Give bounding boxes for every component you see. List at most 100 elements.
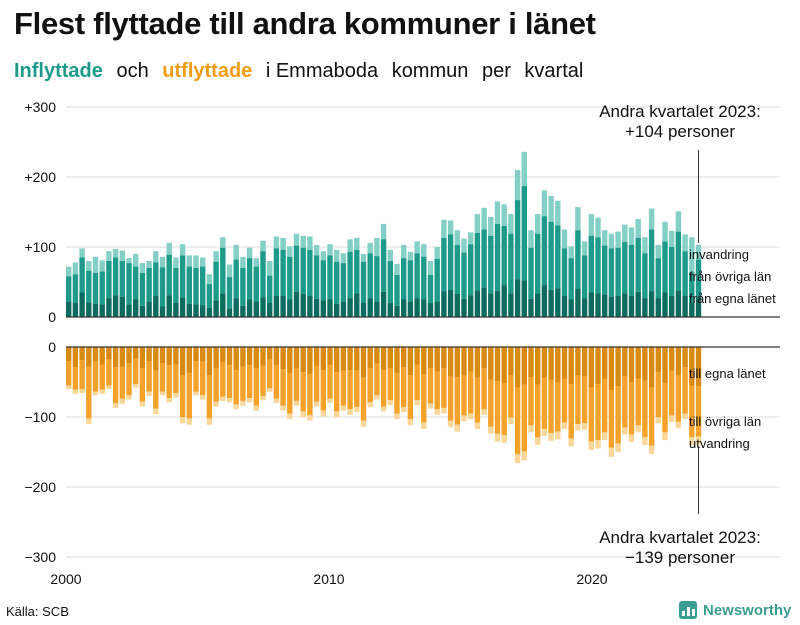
bar-inflow-invandring: [548, 195, 554, 222]
bar-inflow-ovriga: [575, 230, 581, 289]
newsworthy-logo-icon: [679, 601, 697, 619]
bar-outflow-ovriga: [427, 368, 434, 404]
bar-outflow-utvandring: [66, 385, 72, 389]
bar-outflow-utvandring: [193, 391, 199, 396]
bar-inflow-invandring: [273, 236, 280, 249]
series-label-ovriga-in: från övriga län: [689, 269, 771, 284]
bar-inflow-invandring: [287, 246, 293, 257]
bar-inflow-invandring: [588, 214, 594, 236]
bar-inflow-ovriga: [695, 259, 702, 298]
bar-inflow-egna: [514, 279, 521, 317]
bar-inflow-invandring: [380, 223, 387, 240]
bar-outflow-egna: [193, 347, 199, 361]
bar-inflow-egna: [535, 293, 541, 317]
bar-inflow-invandring: [106, 251, 112, 261]
bar-outflow-egna: [92, 347, 99, 362]
bar-inflow-invandring: [267, 261, 273, 276]
bar-outflow-egna: [267, 347, 273, 360]
bar-outflow-egna: [320, 347, 326, 371]
bar-inflow-egna: [360, 303, 367, 317]
bar-outflow-ovriga: [273, 365, 280, 399]
bar-outflow-egna: [253, 347, 259, 369]
bar-inflow-ovriga: [508, 233, 514, 294]
series-label-invandring: invandring: [689, 247, 749, 262]
bar-inflow-egna: [387, 303, 393, 317]
bar-outflow-ovriga: [112, 367, 119, 403]
annotation-bottom-line2: −139 personer: [625, 548, 735, 567]
newsworthy-logo-text: Newsworthy: [703, 601, 792, 619]
bar-outflow-utvandring: [133, 384, 139, 388]
bar-inflow-invandring: [126, 258, 132, 264]
bar-outflow-egna: [72, 347, 79, 368]
bar-outflow-ovriga: [669, 370, 675, 416]
bar-outflow-ovriga: [240, 366, 246, 401]
bar-outflow-ovriga: [307, 374, 313, 415]
bar-inflow-invandring: [514, 170, 521, 201]
bar-inflow-ovriga: [267, 275, 273, 303]
bar-outflow-utvandring: [675, 421, 682, 429]
bar-outflow-utvandring: [119, 398, 125, 404]
bar-outflow-ovriga: [474, 377, 481, 423]
bar-inflow-ovriga: [394, 275, 400, 306]
bar-outflow-egna: [79, 347, 85, 361]
bar-outflow-ovriga: [508, 375, 514, 418]
bar-outflow-utvandring: [106, 385, 112, 389]
bar-outflow-utvandring: [99, 389, 105, 394]
bar-inflow-invandring: [628, 227, 635, 245]
bar-outflow-utvandring: [595, 440, 601, 449]
bar-inflow-ovriga: [615, 247, 621, 296]
bar-inflow-ovriga: [327, 255, 333, 300]
bar-outflow-egna: [575, 347, 581, 376]
bar-outflow-ovriga: [608, 390, 615, 448]
bar-inflow-egna: [293, 291, 300, 317]
bar-outflow-utvandring: [79, 389, 85, 394]
bar-inflow-invandring: [427, 261, 434, 275]
bar-outflow-utvandring: [548, 433, 554, 441]
bar-inflow-invandring: [260, 240, 266, 252]
bar-outflow-utvandring: [220, 396, 226, 401]
bar-inflow-egna: [474, 290, 481, 317]
bar-outflow-ovriga: [327, 364, 333, 399]
bar-outflow-ovriga: [602, 378, 608, 433]
bar-outflow-egna: [334, 347, 340, 373]
bar-inflow-invandring: [220, 237, 226, 248]
annotation-top-line1: Andra kvartalet 2023:: [599, 102, 761, 121]
bar-inflow-ovriga: [354, 249, 360, 294]
bar-inflow-egna: [434, 301, 440, 317]
source-note: Källa: SCB: [6, 604, 69, 619]
bar-outflow-egna: [648, 347, 655, 388]
y-tick-label: +200: [24, 169, 56, 185]
bar-outflow-ovriga: [642, 380, 648, 438]
bar-inflow-egna: [92, 303, 99, 317]
bar-inflow-egna: [220, 293, 226, 317]
bar-inflow-egna: [581, 298, 588, 317]
bar-inflow-egna: [441, 291, 447, 317]
bar-inflow-egna: [119, 296, 125, 317]
bar-inflow-invandring: [173, 257, 179, 268]
bar-outflow-utvandring: [474, 422, 481, 429]
bar-inflow-ovriga: [602, 245, 608, 295]
bar-outflow-egna: [287, 347, 293, 374]
bar-inflow-invandring: [280, 237, 286, 250]
bar-inflow-invandring: [414, 241, 420, 254]
bar-outflow-ovriga: [401, 367, 407, 408]
bar-outflow-utvandring: [179, 417, 186, 424]
bar-outflow-egna: [133, 347, 139, 359]
bar-outflow-ovriga: [514, 387, 521, 455]
bar-outflow-ovriga: [528, 377, 534, 426]
bar-outflow-ovriga: [300, 372, 306, 412]
bar-inflow-invandring: [186, 255, 192, 267]
newsworthy-logo[interactable]: Newsworthy: [679, 601, 791, 619]
bar-outflow-egna: [622, 347, 628, 377]
bar-outflow-utvandring: [233, 404, 239, 410]
bar-outflow-ovriga: [541, 377, 548, 429]
bar-outflow-utvandring: [494, 433, 501, 442]
bar-outflow-egna: [112, 347, 119, 368]
bar-outflow-egna: [608, 347, 615, 391]
bar-inflow-egna: [481, 287, 487, 317]
bar-inflow-egna: [394, 305, 400, 317]
bar-inflow-invandring: [66, 266, 72, 277]
bar-inflow-egna: [327, 299, 333, 317]
y-tick-label: −100: [24, 409, 56, 425]
bar-outflow-ovriga: [340, 370, 347, 406]
